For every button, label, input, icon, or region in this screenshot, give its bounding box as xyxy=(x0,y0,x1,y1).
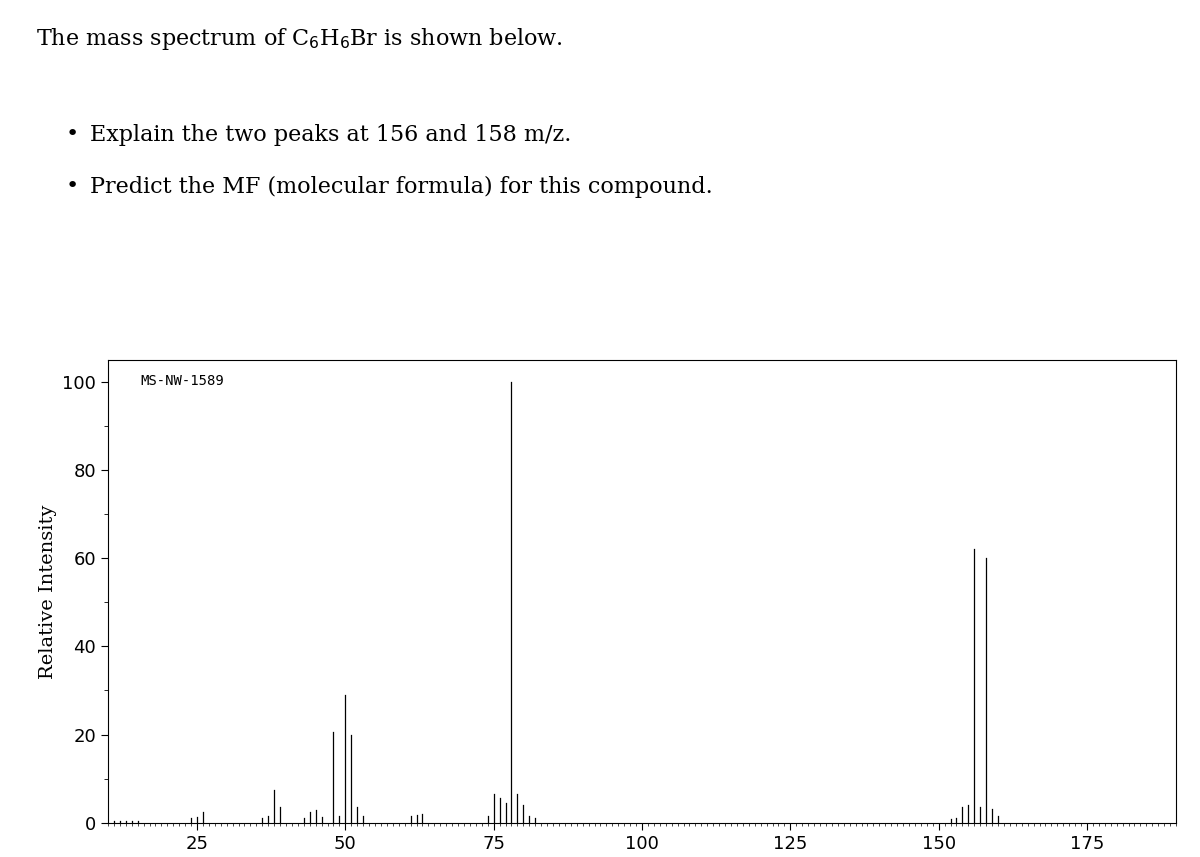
Y-axis label: Relative Intensity: Relative Intensity xyxy=(38,504,56,679)
Text: MS-NW-1589: MS-NW-1589 xyxy=(140,374,223,388)
Text: Explain the two peaks at 156 and 158 m/z.: Explain the two peaks at 156 and 158 m/z… xyxy=(90,124,571,147)
Text: Predict the MF (molecular formula) for this compound.: Predict the MF (molecular formula) for t… xyxy=(90,176,713,198)
Text: The mass spectrum of C$_6$H$_6$Br is shown below.: The mass spectrum of C$_6$H$_6$Br is sho… xyxy=(36,26,563,51)
Text: •: • xyxy=(66,124,79,144)
Text: •: • xyxy=(66,176,79,195)
